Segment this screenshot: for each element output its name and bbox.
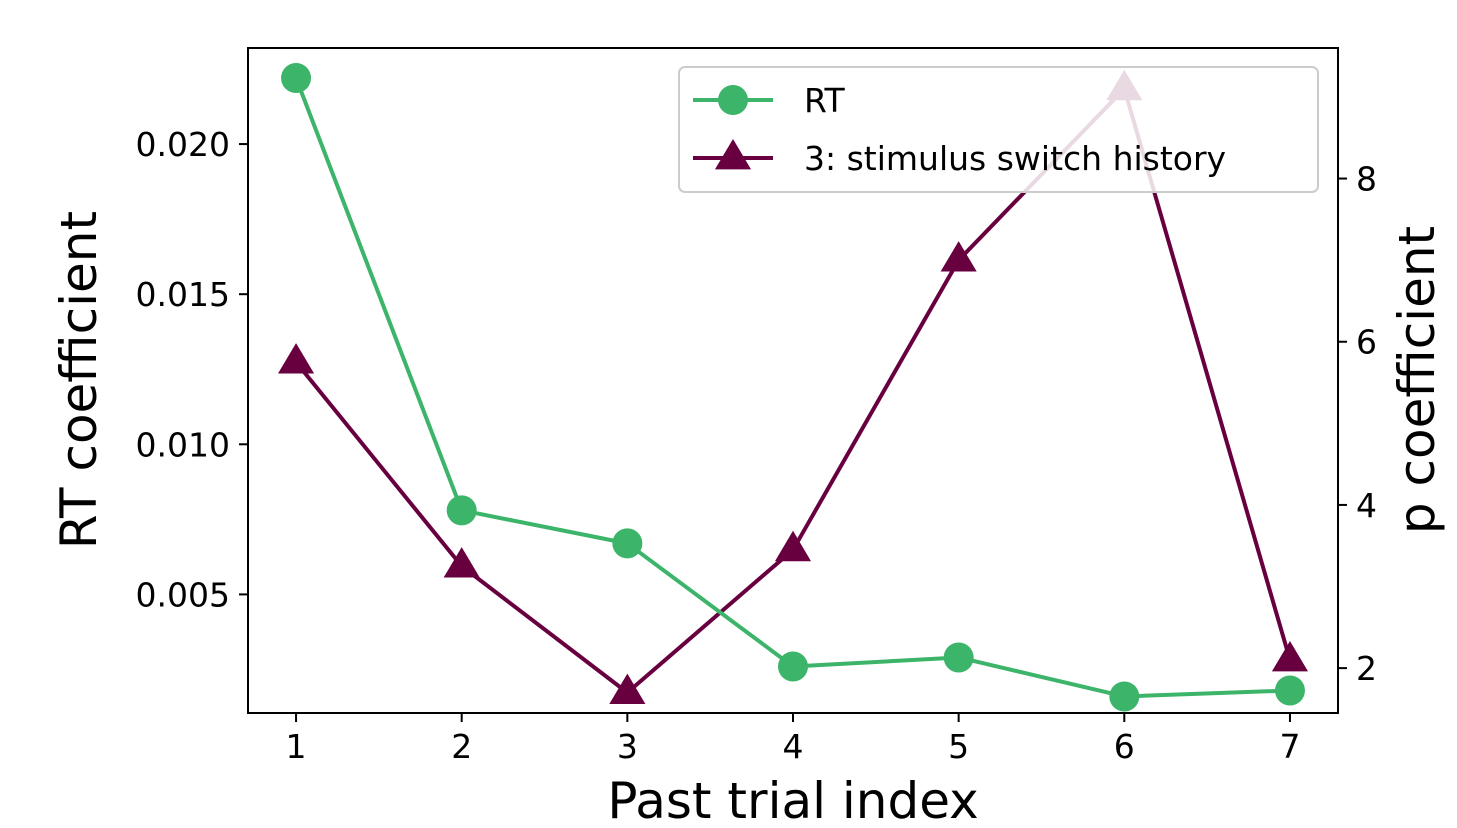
left-y-tick-label: 0.010 <box>136 425 230 464</box>
left-y-axis-title: RT coefficient <box>50 211 108 549</box>
legend-stimulus-switch-label: 3: stimulus switch history <box>804 139 1226 178</box>
stimulus-switch-point <box>443 547 480 578</box>
right-y-tick-label: 2 <box>1356 649 1377 688</box>
stimulus-switch-point <box>1271 640 1309 672</box>
legend-stimulus-switch-marker <box>714 139 752 170</box>
right-y-tick-label: 8 <box>1356 160 1377 199</box>
rt-point <box>1274 675 1305 706</box>
x-tick-label: 1 <box>286 727 307 766</box>
rt-point <box>281 63 312 94</box>
x-tick-label: 3 <box>617 727 638 766</box>
x-tick-label: 4 <box>783 727 804 766</box>
rt-point <box>778 651 808 682</box>
x-tick-label: 2 <box>451 727 472 766</box>
left-y-tick-label: 0.005 <box>136 575 230 614</box>
right-y-tick-label: 6 <box>1356 323 1377 362</box>
stimulus-switch-point <box>609 673 646 705</box>
rt-point <box>446 495 477 526</box>
legend-rt-marker <box>718 85 748 115</box>
x-axis-title: Past trial index <box>607 772 978 828</box>
legend-box <box>678 66 1319 193</box>
stimulus-switch-point <box>940 241 977 272</box>
rt-point <box>943 642 974 673</box>
right-y-axis-title: p coefficient <box>1388 226 1446 534</box>
stimulus-switch-point <box>774 530 812 562</box>
x-tick-label: 5 <box>948 727 969 766</box>
right-y-tick-label: 4 <box>1356 486 1377 525</box>
rt-point <box>1109 681 1140 712</box>
legend-rt-label: RT <box>804 81 846 120</box>
stimulus-switch-point <box>277 343 315 374</box>
x-tick-label: 7 <box>1279 727 1300 766</box>
rt-point <box>612 528 643 559</box>
x-tick-label: 6 <box>1114 727 1135 766</box>
axes: 1 2 3 4 5 6 7 0.005 0.010 0.015 0.020 2 4 6 8 <box>136 125 1377 766</box>
left-y-tick-label: 0.015 <box>136 275 230 314</box>
legend: RT 3: stimulus switch history <box>678 66 1319 193</box>
left-y-tick-label: 0.020 <box>136 125 230 164</box>
